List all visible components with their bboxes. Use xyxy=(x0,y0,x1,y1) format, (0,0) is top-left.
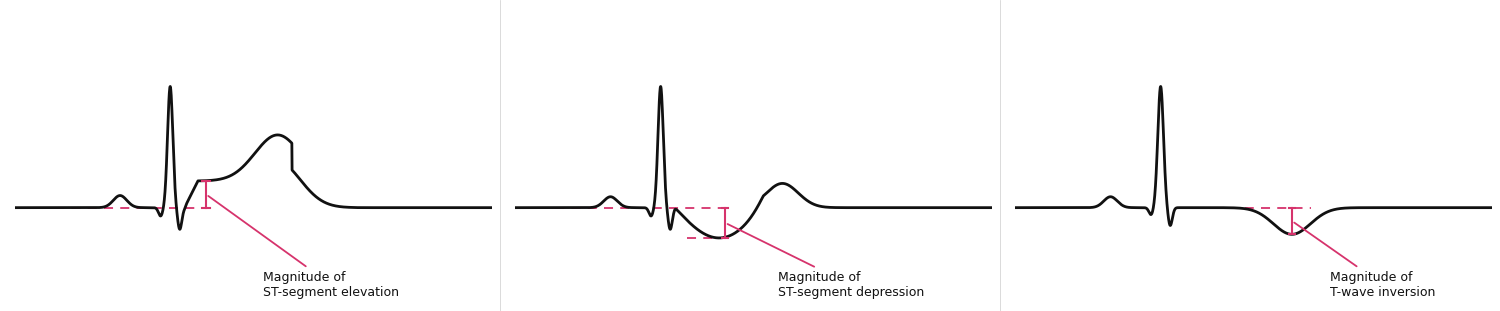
Text: ST segment depression: ST segment depression xyxy=(543,20,780,38)
Text: Magnitude of
ST-segment depression: Magnitude of ST-segment depression xyxy=(728,224,924,299)
Text: T-wave inversion: T-wave inversion xyxy=(1042,20,1212,38)
Text: Magnitude of
ST-segment elevation: Magnitude of ST-segment elevation xyxy=(209,196,399,299)
Text: Magnitude of
T-wave inversion: Magnitude of T-wave inversion xyxy=(1294,223,1436,299)
Text: ST segment elevation: ST segment elevation xyxy=(42,20,262,38)
